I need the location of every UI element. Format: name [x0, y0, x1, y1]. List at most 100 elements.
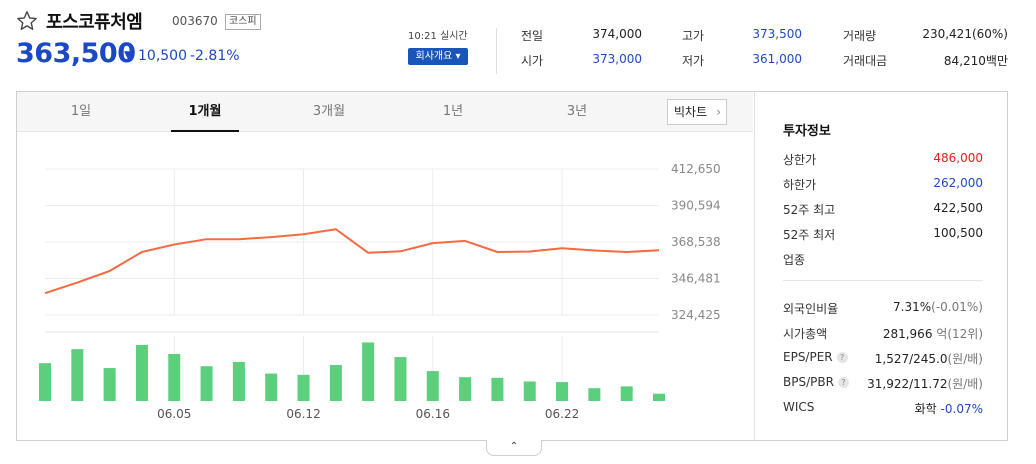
y-tick-label: 390,594 — [671, 199, 721, 213]
quote-label: 저가 — [682, 54, 705, 68]
volume-bar — [232, 361, 245, 401]
wics-change: -0.07% — [940, 402, 983, 416]
volume-bar — [459, 377, 472, 401]
info-row: 52주 최저 100,500 — [783, 226, 983, 246]
info-row: WICS 화학 -0.07% — [783, 400, 983, 420]
info-value: 100,500 — [933, 226, 983, 240]
x-tick-label: 06.16 — [416, 407, 450, 421]
volume-bar — [556, 382, 569, 401]
info-value: 486,000 — [933, 151, 983, 165]
chart-panel: 1일 1개월 3개월 1년 3년 빅차트 › 412,650 390,594 368… — [16, 91, 1008, 441]
info-row: 업종 — [783, 251, 983, 271]
info-row: 상한가 486,000 — [783, 151, 983, 171]
tab-1y[interactable]: 1년 — [442, 104, 464, 119]
info-value-extra: 억(12위) — [936, 327, 983, 341]
volume-bar — [523, 381, 536, 401]
period-tabs: 1일 1개월 3개월 1년 3년 빅차트 › — [17, 92, 753, 132]
y-tick-label: 412,650 — [671, 162, 721, 176]
stock-name: 포스코퓨처엠 — [46, 12, 143, 33]
x-tick-label: 06.05 — [157, 407, 191, 421]
invest-info-title: 투자정보 — [783, 124, 831, 139]
current-price: 363,500 — [16, 38, 136, 69]
volume-bar — [39, 363, 51, 401]
x-tick-label: 06.12 — [286, 407, 320, 421]
price-line — [44, 228, 660, 295]
volume-bar — [329, 365, 342, 401]
volume-bar — [71, 349, 84, 401]
company-overview-button[interactable]: 회사개요 ▾ — [408, 48, 468, 65]
quote-value: 374,000 — [592, 27, 642, 41]
info-label-text: BPS/PBR — [783, 375, 834, 389]
realtime-label: 10:21 실시간 — [408, 31, 468, 42]
volume-bar — [426, 371, 439, 401]
info-value: 화학 -0.07% — [915, 400, 983, 417]
market-badge: 코스피 — [225, 14, 261, 30]
quote-label: 거래량 — [843, 29, 877, 43]
help-icon[interactable]: ? — [837, 377, 849, 388]
info-row: 52주 최고 422,500 — [783, 201, 983, 221]
quote-value: 361,000 — [752, 52, 802, 66]
stock-code: 003670 — [172, 14, 218, 28]
info-label: WICS — [783, 400, 815, 414]
header-divider — [496, 28, 497, 74]
price-chart: 412,650 390,594 368,538 346,481 324,425 06.05… — [39, 162, 721, 421]
y-tick-label: 346,481 — [671, 272, 721, 286]
quote-value: 84,210백만 — [943, 54, 1008, 68]
volume-bar — [588, 388, 601, 401]
info-value: 7.31%(-0.01%) — [893, 300, 983, 314]
info-label: EPS/PER? — [783, 350, 848, 364]
volume-bar — [653, 393, 665, 401]
info-value-extra: (-0.01%) — [931, 300, 983, 314]
quote-value: 230,421(60%) — [922, 27, 1008, 41]
chevron-up-icon[interactable]: ⌃ — [486, 440, 542, 456]
info-value: 262,000 — [933, 176, 983, 190]
info-row: 외국인비율 7.31%(-0.01%) — [783, 300, 983, 320]
bigchart-button[interactable]: 빅차트 › — [667, 99, 727, 125]
stock-header: 포스코퓨처엠 003670 코스피 363,500 ▼ 10,500 -2.81… — [0, 0, 1036, 90]
quote-value: 373,000 — [592, 52, 642, 66]
info-row: 시가총액 281,966 억(12위) — [783, 325, 983, 345]
volume-bar — [103, 368, 116, 401]
info-value: 281,966 억(12위) — [883, 325, 983, 342]
y-tick-label: 368,538 — [671, 235, 721, 249]
tab-1d[interactable]: 1일 — [70, 104, 92, 119]
info-value-extra: (원/배) — [947, 352, 984, 366]
quote-label: 고가 — [682, 29, 705, 43]
price-change: 10,500 — [138, 48, 187, 64]
chevron-right-icon: › — [716, 105, 721, 119]
info-value-main: 31,922/11.72 — [867, 377, 948, 391]
info-value-main: 1,527/245.0 — [874, 352, 948, 366]
info-label: BPS/PBR? — [783, 375, 849, 389]
volume-bar — [135, 344, 148, 401]
down-arrow-icon: ▼ — [124, 48, 134, 62]
volume-bar — [362, 342, 375, 401]
info-row: BPS/PBR? 31,922/11.72(원/배) — [783, 375, 983, 395]
info-label: 업종 — [783, 253, 806, 267]
volume-bar — [200, 366, 213, 401]
info-label-text: EPS/PER — [783, 350, 833, 364]
info-value: 1,527/245.0(원/배) — [875, 350, 983, 367]
tab-3y[interactable]: 3년 — [566, 104, 588, 119]
info-row: 하한가 262,000 — [783, 176, 983, 196]
info-label: 하한가 — [783, 178, 817, 192]
info-label: 52주 최고 — [783, 203, 836, 217]
price-change-pct: -2.81% — [190, 48, 240, 64]
tab-3m[interactable]: 3개월 — [312, 104, 346, 119]
info-value: 31,922/11.72(원/배) — [867, 375, 983, 392]
bigchart-label: 빅차트 — [674, 105, 708, 119]
star-icon[interactable] — [16, 10, 38, 32]
quote-label: 전일 — [521, 29, 544, 43]
tab-1m[interactable]: 1개월 — [165, 92, 245, 132]
info-row: EPS/PER? 1,527/245.0(원/배) — [783, 350, 983, 370]
volume-bar — [620, 386, 633, 401]
volume-bar — [491, 377, 504, 401]
volume-bar — [265, 373, 278, 401]
info-value-extra: (원/배) — [947, 377, 984, 391]
info-value-main: 7.31% — [893, 300, 932, 314]
info-label: 외국인비율 — [783, 302, 839, 316]
quote-label: 시가 — [521, 54, 544, 68]
help-icon[interactable]: ? — [836, 352, 848, 363]
quote-label: 거래대금 — [843, 54, 888, 68]
wics-sector[interactable]: 화학 — [914, 402, 937, 416]
volume-bar — [168, 354, 181, 401]
